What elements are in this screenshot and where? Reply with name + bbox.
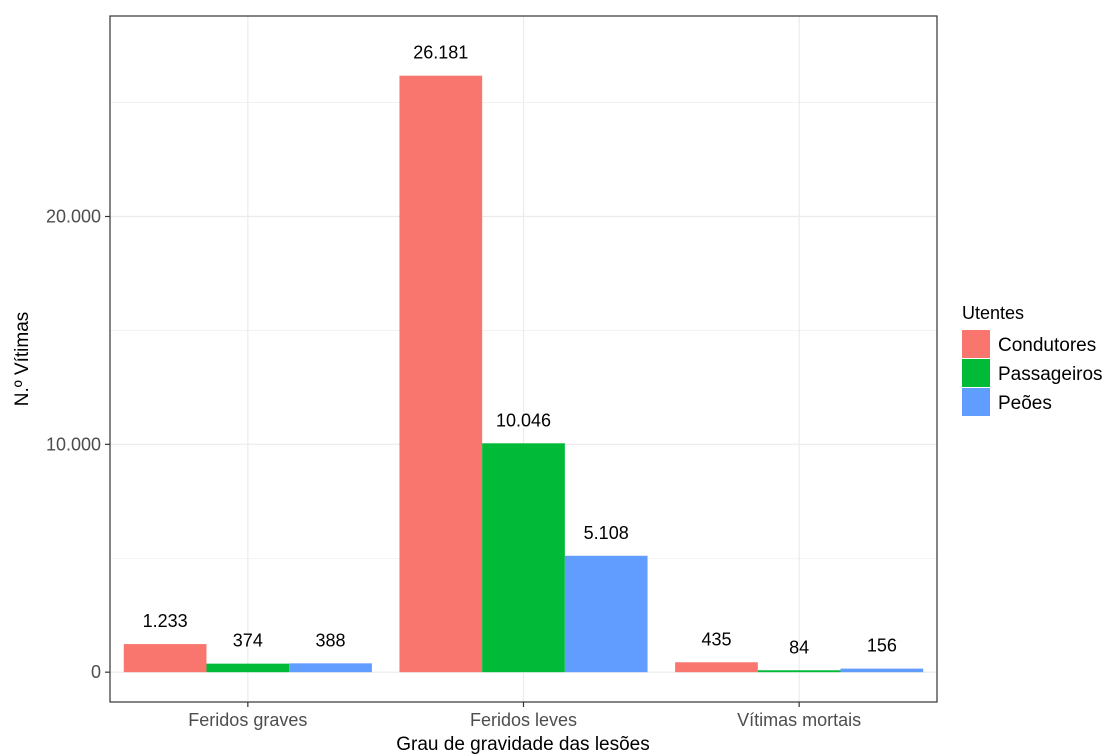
y-axis-title: N.º Vítimas xyxy=(12,312,33,407)
bar-peões-3 xyxy=(840,668,924,673)
legend-key-condutores xyxy=(962,330,990,358)
data-label: 388 xyxy=(316,630,346,650)
legend-key-peões xyxy=(962,388,990,416)
legend-key-passageiros xyxy=(962,359,990,387)
bar-passageiros-1 xyxy=(206,663,290,673)
data-labels: 1.233 374 388 26.181 10.046 5.108 435 84 156 xyxy=(143,43,897,658)
bar-peões-2 xyxy=(564,555,648,673)
data-label: 374 xyxy=(233,631,263,651)
data-label: 1.233 xyxy=(143,611,188,631)
data-label: 156 xyxy=(867,636,897,656)
legend-label: Condutores xyxy=(998,335,1096,356)
data-label: 10.046 xyxy=(496,410,551,430)
legend-label: Passageiros xyxy=(998,364,1103,385)
legend: Utentes Condutores Passageiros Peões xyxy=(962,303,1103,416)
x-tick-label: Vítimas mortais xyxy=(737,710,861,730)
bar-passageiros-2 xyxy=(482,443,565,673)
bar-passageiros-3 xyxy=(757,670,841,673)
legend-title: Utentes xyxy=(962,303,1024,323)
bar-condutores-3 xyxy=(675,662,758,673)
bar-peões-1 xyxy=(289,663,372,673)
data-label: 435 xyxy=(701,629,731,649)
y-tick-label: 0 xyxy=(91,662,101,682)
y-tick-label: 20.000 xyxy=(46,206,101,226)
x-axis-title: Grau de gravidade das lesões xyxy=(396,734,650,755)
bar-condutores-2 xyxy=(399,75,483,673)
data-label: 84 xyxy=(789,637,809,657)
axes: 0 10.000 20.000 Feridos graves Feridos leves… xyxy=(46,206,861,730)
x-tick-label: Feridos graves xyxy=(188,710,307,730)
bars xyxy=(123,75,924,673)
bar-condutores-1 xyxy=(123,644,207,673)
x-tick-label: Feridos leves xyxy=(470,710,577,730)
y-tick-label: 10.000 xyxy=(46,434,101,454)
data-label: 26.181 xyxy=(413,43,468,63)
data-label: 5.108 xyxy=(584,523,629,543)
legend-label: Peões xyxy=(998,393,1052,414)
